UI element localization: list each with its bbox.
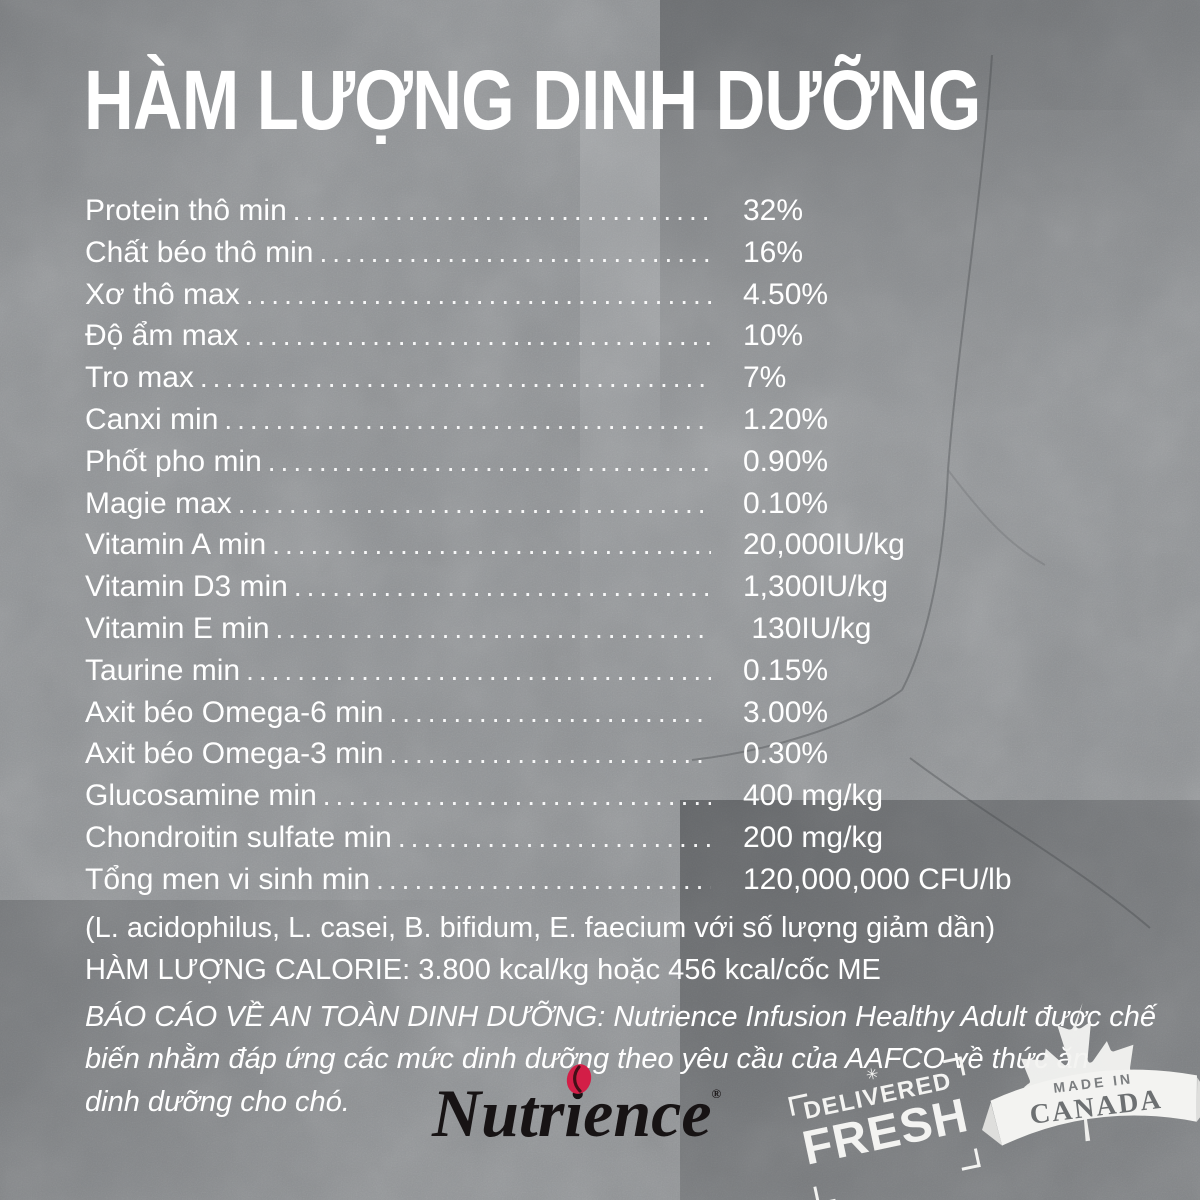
nutrient-value: 10% xyxy=(743,319,804,353)
nutrient-label: Xơ thô max xyxy=(85,277,240,311)
nutrient-label: Magie max xyxy=(85,486,232,520)
nutrient-value: 0.90% xyxy=(743,444,829,478)
dot-leader xyxy=(389,696,711,730)
table-row: Vitamin A min 20,000IU/kg xyxy=(85,528,1125,570)
dot-leader xyxy=(276,612,711,646)
dot-leader xyxy=(246,278,711,312)
nutrient-label: Taurine min xyxy=(85,653,241,687)
dot-leader xyxy=(268,445,711,479)
nutrient-value: 400 mg/kg xyxy=(743,779,884,813)
table-row: Chất béo thô min 16% xyxy=(85,236,1125,278)
table-row: Chondroitin sulfate min 200 mg/kg xyxy=(85,821,1125,863)
nutrient-value: 120,000,000 CFU/lb xyxy=(743,862,1012,896)
nutrient-value: 130IU/kg xyxy=(743,611,872,645)
nutrient-label: Axit béo Omega-6 min xyxy=(85,695,384,729)
page-title: HÀM LƯỢNG DINH DƯỠNG xyxy=(84,53,981,147)
stamp-bracket xyxy=(958,1148,981,1171)
dot-leader xyxy=(293,194,711,228)
nutrience-red-leaf-icon xyxy=(566,1064,592,1094)
table-row: Axit béo Omega-6 min 3.00% xyxy=(85,696,1125,738)
nutrient-value: 32% xyxy=(743,194,804,227)
dot-leader xyxy=(238,487,711,521)
table-row: Magie max 0.10% xyxy=(85,487,1125,529)
nutrient-value: 0.10% xyxy=(743,486,829,520)
nutrient-label: Vitamin D3 min xyxy=(85,570,288,604)
statement-line: BÁO CÁO VỀ AN TOÀN DINH DƯỠNG: Nutrience… xyxy=(85,1000,1156,1033)
probiotics-note: (L. acidophilus, L. casei, B. bifidum, E… xyxy=(85,911,996,944)
table-row: Protein thô min 32% xyxy=(85,194,1125,236)
statement-line: dinh dưỡng cho chó. xyxy=(85,1085,350,1118)
nutrient-label: Axit béo Omega-3 min xyxy=(85,737,384,771)
ribbon-banner xyxy=(982,1069,1200,1146)
nutrient-value: 4.50% xyxy=(743,277,829,311)
nutrient-value: 0.30% xyxy=(743,737,829,771)
nutrient-value: 3.00% xyxy=(743,695,829,729)
nutrient-label: Vitamin E min xyxy=(85,611,270,645)
nutrient-value: 1,300IU/kg xyxy=(743,570,889,604)
nutrient-label: Độ ẩm max xyxy=(85,319,239,353)
table-row: Vitamin E min 130IU/kg xyxy=(85,612,1125,654)
stamp-bracket xyxy=(788,1093,811,1116)
calorie-content-line: HÀM LƯỢNG CALORIE: 3.800 kcal/kg hoặc 45… xyxy=(85,954,881,987)
nutrient-label: Tro max xyxy=(85,361,194,395)
nutrient-label: Vitamin A min xyxy=(85,528,267,562)
nutrient-value: 7% xyxy=(743,361,787,395)
table-row: Tro max 7% xyxy=(85,361,1125,403)
table-row: Axit béo Omega-3 min 0.30% xyxy=(85,737,1125,779)
nutrient-value: 16% xyxy=(743,235,804,269)
nutrient-label: Tổng men vi sinh min xyxy=(85,862,371,896)
dot-leader xyxy=(323,779,711,813)
table-row: Glucosamine min 400 mg/kg xyxy=(85,779,1125,821)
nutrient-value: 0.15% xyxy=(743,653,829,687)
dot-leader xyxy=(398,821,711,855)
table-row: Taurine min 0.15% xyxy=(85,654,1125,696)
nutrient-label: Phốt pho min xyxy=(85,444,262,478)
nutrient-label: Canxi min xyxy=(85,402,219,436)
dot-leader xyxy=(224,403,711,437)
nutrient-label: Protein thô min xyxy=(85,194,287,227)
table-row: Xơ thô max 4.50% xyxy=(85,278,1125,320)
trademark-symbol: ® xyxy=(711,1086,722,1101)
table-row: Vitamin D3 min 1,300IU/kg xyxy=(85,570,1125,612)
nutrient-value: 200 mg/kg xyxy=(743,820,884,854)
stamp-bracket xyxy=(942,1056,966,1079)
dot-leader xyxy=(272,528,711,562)
dot-leader xyxy=(319,236,711,270)
dot-leader xyxy=(294,570,711,604)
dot-leader xyxy=(244,319,711,353)
nutrient-value: 20,000IU/kg xyxy=(743,528,905,562)
dot-leader xyxy=(389,737,711,771)
nutrient-label: Chondroitin sulfate min xyxy=(85,820,392,854)
notes-block: (L. acidophilus, L. casei, B. bifidum, E… xyxy=(85,907,1125,992)
stamp-bracket xyxy=(813,1183,836,1200)
nutrient-value: 1.20% xyxy=(743,402,829,436)
table-row: Độ ẩm max 10% xyxy=(85,319,1125,361)
dot-leader xyxy=(376,863,711,897)
dot-leader xyxy=(200,361,711,395)
made-in-canada-badge: MADE IN CANADA xyxy=(982,1002,1200,1146)
table-row: Tổng men vi sinh min 120,000,000 CFU/lb xyxy=(85,863,1125,905)
nutrient-label: Chất béo thô min xyxy=(85,235,314,269)
nutrience-logo: Nutrience® xyxy=(432,1064,772,1164)
nutritional-adequacy-statement: BÁO CÁO VỀ AN TOÀN DINH DƯỠNG: Nutrience… xyxy=(85,996,1156,1124)
dot-leader xyxy=(246,654,711,688)
nutrition-table: Protein thô min 32% Chất béo thô min 16% Xơ … xyxy=(85,194,1125,905)
nutrient-label: Glucosamine min xyxy=(85,779,317,813)
table-row: Phốt pho min 0.90% xyxy=(85,445,1125,487)
table-row: Canxi min 1.20% xyxy=(85,403,1125,445)
